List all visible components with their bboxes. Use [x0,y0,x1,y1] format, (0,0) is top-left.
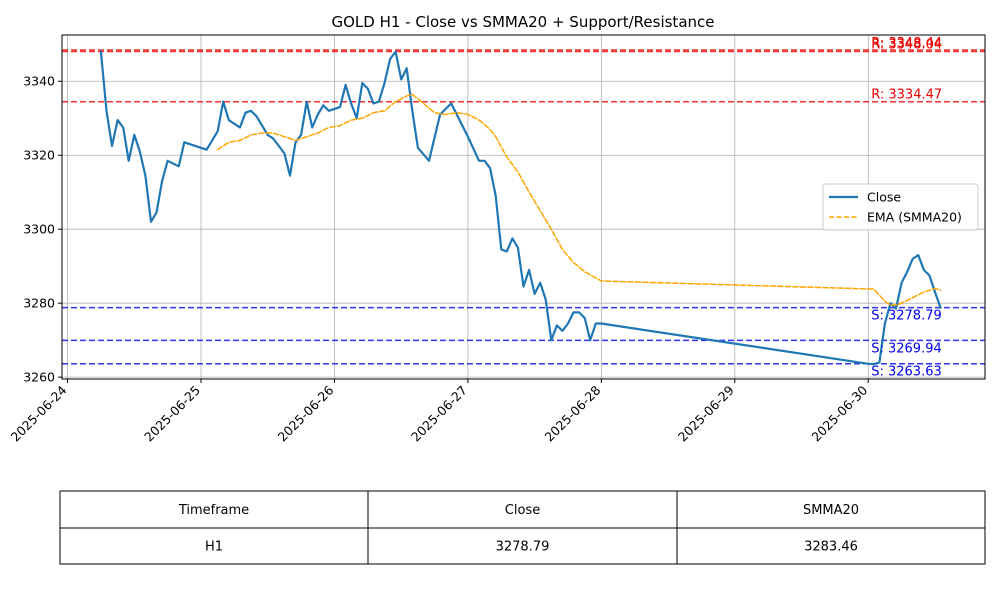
table-cell: H1 [205,540,223,555]
y-tick-label: 3280 [23,296,55,311]
axes: 2025-06-24 2025-06-25 2025-06-26 2025-06-27… [8,74,871,445]
x-tick-label: 2025-06-24 [8,382,70,444]
legend: Close EMA (SMMA20) [822,183,979,231]
support-label: S: 3278.79 [871,309,942,324]
x-tick-label: 2025-06-27 [408,383,470,445]
x-tick-label: 2025-06-28 [541,382,603,444]
support-label: S: 3269.94 [871,341,942,356]
resistance-label: R: 3334.47 [871,88,942,103]
y-tick-label: 3340 [23,74,55,89]
level-labels: R: 3348.04R: 3348.44 R: 3334.47 S: 3278.79… [871,36,942,380]
table-header-cell: SMMA20 [803,503,859,518]
smma-series-line [216,93,942,306]
close-series-line [99,50,942,366]
chart-title: GOLD H1 - Close vs SMMA20 + Support/Resi… [331,13,714,31]
y-tick-label: 3320 [23,148,55,163]
legend-label-smma: EMA (SMMA20) [867,210,962,225]
support-resistance-lines [62,49,985,365]
resistance-label: R: 3348.44 [871,36,942,51]
legend-label-close: Close [867,190,901,205]
summary-table: Timeframe Close SMMA20 H1 3278.79 3283.46 [59,490,986,565]
x-tick-label: 2025-06-29 [675,382,737,444]
x-tick-label: 2025-06-25 [141,383,203,445]
resistance-label: R: 3348.04 [871,37,942,52]
table-header-cell: Close [505,503,540,518]
x-tick-label: 2025-06-26 [275,382,337,444]
x-tick-label: 2025-06-30 [808,382,870,444]
table-cell: 3278.79 [496,540,550,555]
table-header-cell: Timeframe [178,503,249,518]
series-lines [99,50,942,366]
y-tick-label: 3300 [23,222,55,237]
plot-frame [61,34,986,380]
y-tick-label: 3260 [23,370,55,385]
legend-box [822,183,979,231]
support-label: S: 3263.63 [871,365,942,380]
table-cell: 3283.46 [804,540,858,555]
